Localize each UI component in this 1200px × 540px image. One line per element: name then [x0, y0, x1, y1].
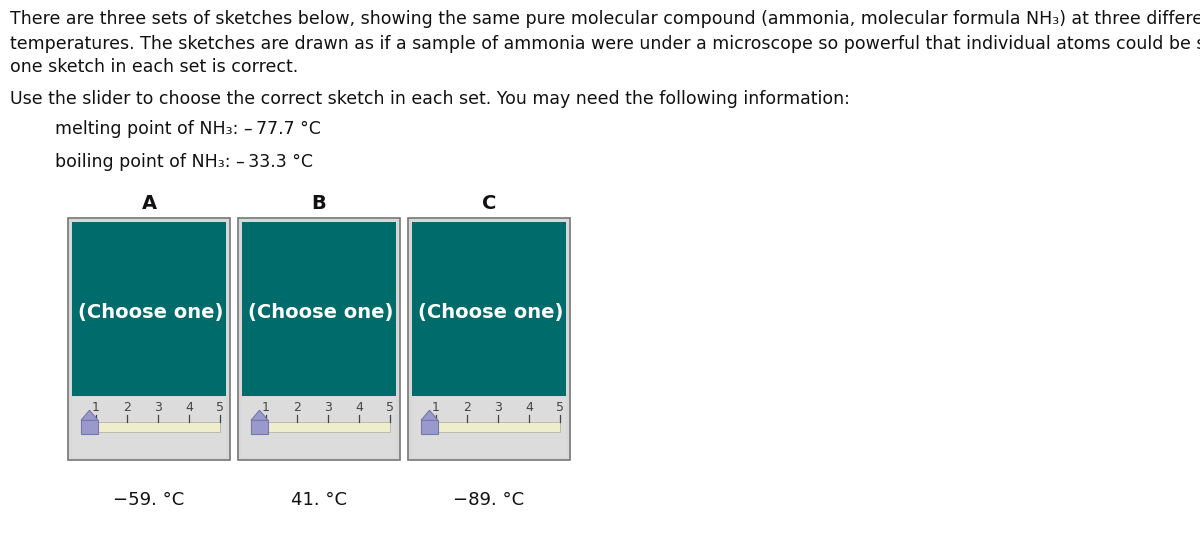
Bar [266, 422, 390, 432]
Text: C: C [482, 194, 496, 213]
Text: 5: 5 [216, 401, 224, 414]
Bar [96, 422, 220, 432]
Text: Use the slider to choose the correct sketch in each set. You may need the follow: Use the slider to choose the correct ske… [10, 90, 850, 108]
Bar [436, 422, 560, 432]
Text: There are three sets of sketches below, showing the same pure molecular compound: There are three sets of sketches below, … [10, 10, 1200, 28]
Bar [82, 420, 98, 434]
Bar [242, 222, 396, 396]
Text: 2: 2 [463, 401, 470, 414]
Text: −59. °C: −59. °C [113, 491, 185, 509]
Bar [412, 222, 566, 396]
Text: 3: 3 [324, 401, 332, 414]
Polygon shape [421, 410, 438, 420]
Text: (Choose one): (Choose one) [248, 303, 394, 322]
Bar [242, 397, 396, 457]
Text: 4: 4 [526, 401, 533, 414]
Bar [421, 420, 438, 434]
Text: temperatures. The sketches are drawn as if a sample of ammonia were under a micr: temperatures. The sketches are drawn as … [10, 35, 1200, 53]
Bar [72, 397, 226, 457]
Text: melting point of NH₃: – 77.7 °C: melting point of NH₃: – 77.7 °C [55, 120, 320, 138]
Bar [251, 420, 268, 434]
Text: 1: 1 [92, 401, 100, 414]
Text: boiling point of NH₃: – 33.3 °C: boiling point of NH₃: – 33.3 °C [55, 153, 313, 171]
Text: (Choose one): (Choose one) [418, 303, 563, 322]
Bar [238, 218, 400, 460]
Text: 5: 5 [556, 401, 564, 414]
Text: 4: 4 [355, 401, 362, 414]
Text: B: B [312, 194, 326, 213]
Text: 2: 2 [293, 401, 301, 414]
Polygon shape [82, 410, 98, 420]
Text: 1: 1 [432, 401, 440, 414]
Text: 41. °C: 41. °C [292, 491, 347, 509]
Text: 5: 5 [386, 401, 394, 414]
Text: −89. °C: −89. °C [454, 491, 524, 509]
Polygon shape [251, 410, 268, 420]
Bar [412, 397, 566, 457]
Bar [68, 218, 230, 460]
Text: 1: 1 [262, 401, 270, 414]
Bar [72, 222, 226, 396]
Text: 3: 3 [154, 401, 162, 414]
Text: 2: 2 [124, 401, 131, 414]
Text: one sketch in each set is correct.: one sketch in each set is correct. [10, 58, 299, 76]
Text: A: A [142, 194, 156, 213]
Bar [408, 218, 570, 460]
Text: (Choose one): (Choose one) [78, 303, 223, 322]
Text: 3: 3 [494, 401, 502, 414]
Text: 4: 4 [185, 401, 193, 414]
